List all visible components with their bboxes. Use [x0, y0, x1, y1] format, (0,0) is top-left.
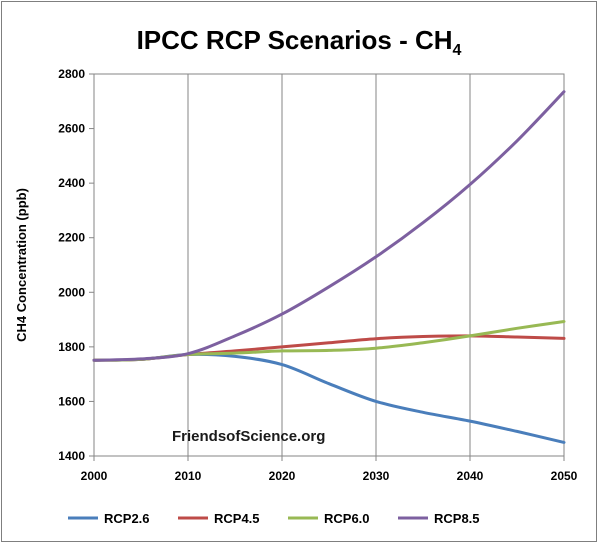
x-tick-label: 2020: [269, 469, 296, 483]
chart-title-main: IPCC RCP Scenarios - CH: [137, 25, 453, 55]
x-tick-label: 2050: [551, 469, 578, 483]
x-tick-label: 2010: [175, 469, 202, 483]
x-axis-ticks: 2000 2010 2020 2030 2040 2050: [81, 456, 578, 483]
y-tick-label: 1800: [58, 340, 85, 354]
y-tick-label: 2600: [58, 122, 85, 136]
legend: RCP2.6 RCP4.5 RCP6.0 RCP8.5: [68, 511, 480, 526]
y-tick-label: 1400: [58, 449, 85, 463]
series-line-rcp26: [92, 352, 566, 444]
plot-area: [93, 73, 565, 457]
chart-title: IPCC RCP Scenarios - CH4: [137, 25, 462, 59]
y-tick-label: 2000: [58, 285, 85, 299]
y-axis-ticks: 1400 1600 1800 2000 2200 2400 2600 2800: [58, 67, 94, 463]
y-tick-label: 2800: [58, 67, 85, 81]
y-tick-label: 2200: [58, 231, 85, 245]
y-axis-title: CH4 Concentration (ppb): [14, 188, 29, 342]
series-line-rcp60: [92, 320, 566, 362]
x-tick-label: 2000: [81, 469, 108, 483]
series-lines: [92, 90, 566, 444]
chart-title-subscript: 4: [453, 42, 462, 59]
y-tick-label: 1600: [58, 394, 85, 408]
grid-lines: [187, 74, 471, 456]
series-line-rcp85: [92, 90, 566, 362]
legend-label: RCP2.6: [104, 511, 150, 526]
watermark-text: FriendsofScience.org: [172, 428, 325, 445]
legend-label: RCP6.0: [324, 511, 370, 526]
legend-label: RCP8.5: [434, 511, 480, 526]
legend-label: RCP4.5: [214, 511, 260, 526]
y-tick-label: 2400: [58, 176, 85, 190]
x-tick-label: 2030: [363, 469, 390, 483]
x-tick-label: 2040: [457, 469, 484, 483]
